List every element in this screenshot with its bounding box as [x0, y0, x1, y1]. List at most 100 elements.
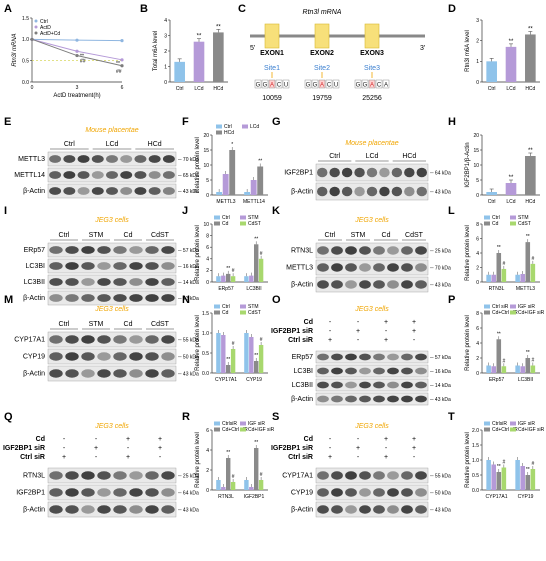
blot-band [316, 167, 328, 178]
blot-band [387, 280, 399, 289]
y-axis-label: Relative protein level [195, 137, 201, 193]
base-letter: G [256, 83, 261, 89]
bar [230, 349, 236, 373]
significance-mark: # [531, 461, 534, 467]
blot-band [145, 262, 159, 270]
blot-band [97, 352, 111, 361]
blot-band [129, 246, 143, 254]
treatment-sign: - [95, 454, 98, 461]
legend-swatch [214, 427, 220, 432]
legend-entry: ActD [40, 25, 51, 31]
exon-box [314, 23, 330, 49]
bar [258, 258, 264, 282]
protein-label: β-Actin [291, 282, 313, 289]
blot-band [49, 246, 63, 254]
base-box [325, 79, 333, 89]
blot-band [129, 505, 143, 514]
blot-band [359, 280, 371, 289]
significance-mark: ** [116, 61, 120, 67]
blot-band [120, 187, 133, 195]
kda-marker: ─ 57 kDa [177, 248, 199, 254]
blot-band [65, 505, 79, 514]
blot-band [129, 278, 143, 286]
y-tick-label: 0.5 [22, 58, 29, 64]
treatment-label: Cd [36, 436, 45, 443]
blot-band [49, 335, 63, 344]
blot-band [345, 395, 357, 403]
y-axis-label: Relative protein level [465, 432, 471, 488]
bar [496, 472, 502, 490]
treatment-label: Cd [304, 319, 313, 326]
treatment-label: Ctrl siR [288, 337, 313, 344]
significance-mark: ** [226, 357, 230, 363]
bar [244, 276, 249, 282]
bar [525, 358, 531, 373]
bar [501, 366, 507, 373]
base-box [361, 79, 369, 89]
treatment-sign: + [412, 445, 416, 452]
y-tick-label: 10 [203, 163, 209, 169]
legend-entry: Cd+IGF siR [248, 427, 275, 433]
x-tick-label: IGF2BP1 [244, 494, 265, 500]
blot-band [63, 155, 76, 163]
legend-swatch [484, 310, 490, 315]
blot-band [161, 352, 175, 361]
kda-marker: ─ 55 kDa [177, 338, 199, 344]
blot-band [81, 352, 95, 361]
blot-band [317, 246, 329, 255]
legend-swatch [214, 421, 220, 426]
bar [254, 448, 259, 490]
blot-strip [315, 484, 429, 501]
blot-band [81, 488, 95, 497]
panel-letter: S [272, 411, 279, 423]
legend-swatch [510, 304, 516, 309]
blot-strip [47, 501, 177, 518]
significance-mark: ** [254, 236, 258, 242]
blot-band [129, 369, 143, 378]
blot-band [63, 187, 76, 195]
bar [258, 345, 264, 373]
blot-subtitle: Mouse placentae [85, 127, 138, 134]
legend-entry: Ctrl [492, 215, 500, 221]
y-tick-label: 10 [473, 163, 479, 169]
blot-band [113, 262, 127, 270]
y-tick-label: 10 [203, 222, 209, 228]
lane-group-label: LCd [106, 141, 119, 148]
site-label: Site1 [264, 65, 280, 72]
blot-band [331, 488, 343, 497]
bar [244, 480, 249, 490]
legend-swatch [510, 427, 516, 432]
bar [193, 41, 205, 82]
blot-band [345, 280, 357, 289]
significance-mark: ** [226, 450, 230, 456]
panel-letter: O [272, 294, 281, 306]
significance-mark: ** [509, 39, 514, 45]
x-tick-label: LCd [506, 199, 515, 205]
y-tick-label: 2 [476, 265, 479, 271]
x-tick-label: HCd [525, 86, 535, 92]
bar [520, 274, 525, 282]
blot-band [49, 352, 63, 361]
legend-swatch [484, 427, 490, 432]
y-tick-label: 20 [203, 133, 209, 139]
blot-band [387, 471, 399, 480]
bar [515, 274, 520, 282]
lane-group-label: STM [351, 232, 366, 239]
significance-mark: ** [258, 159, 262, 165]
y-tick-label: 4 [476, 341, 479, 347]
kda-marker: ─ 70 kDa [429, 266, 451, 272]
blot-band [415, 505, 427, 514]
blot-band [329, 186, 340, 197]
panel-letter: A [4, 3, 12, 15]
blot-band [81, 335, 95, 344]
blot-band [97, 471, 111, 480]
bar [530, 263, 536, 282]
blot-band [161, 488, 175, 497]
blot-band [162, 155, 175, 163]
blot-band [65, 352, 79, 361]
blot-band [129, 294, 143, 302]
base-box [282, 79, 290, 89]
blot-band [359, 381, 371, 389]
y-tick-label: 8 [476, 311, 479, 317]
